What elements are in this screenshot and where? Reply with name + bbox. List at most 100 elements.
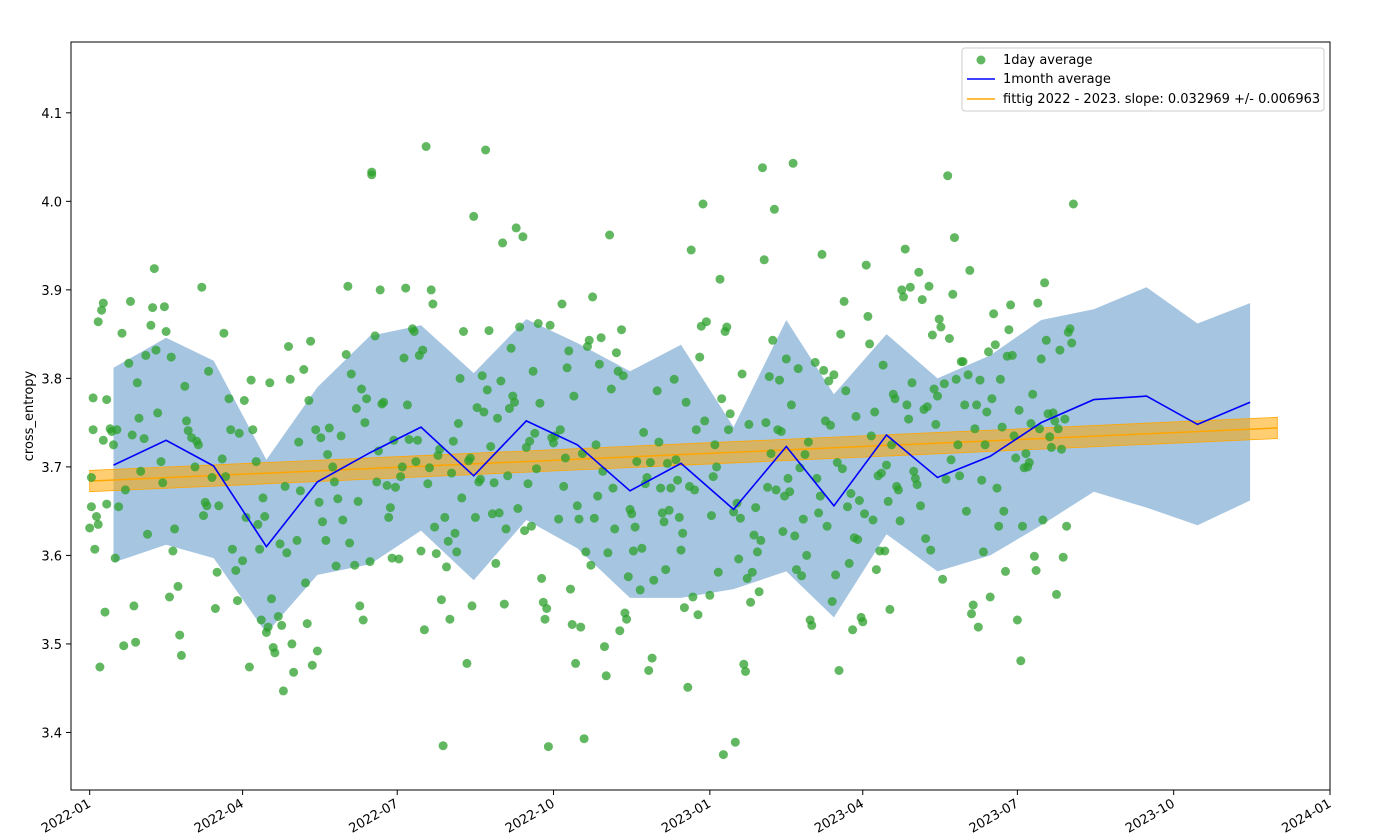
daily-point [941,474,951,484]
daily-point [423,479,433,489]
daily-point [671,455,681,465]
daily-point [430,522,440,532]
daily-point [545,320,555,330]
daily-point [771,485,781,495]
daily-point [557,299,567,309]
daily-point [479,407,489,417]
daily-point [112,425,122,435]
daily-point [161,327,171,336]
daily-point [1060,414,1070,424]
daily-point [741,666,750,676]
daily-point [367,167,377,177]
daily-point [871,565,881,575]
daily-point [375,285,385,295]
daily-point [1052,589,1061,599]
daily-point [829,370,839,380]
daily-point [594,359,604,369]
daily-point [1062,521,1072,531]
daily-point [560,453,570,463]
daily-point [831,570,841,580]
daily-point [267,594,276,604]
daily-point [814,508,824,518]
daily-point [866,431,876,441]
daily-point [370,331,380,341]
daily-point [754,587,764,597]
daily-point [168,546,178,556]
daily-point [289,667,299,677]
daily-point [968,600,978,610]
daily-point [102,395,112,405]
daily-point [982,407,992,417]
daily-point [890,394,900,404]
daily-point [742,573,752,583]
daily-point [238,556,248,566]
daily-point [1024,458,1034,467]
daily-point [577,449,587,459]
daily-point [328,462,338,472]
daily-point [425,463,434,473]
daily-point [644,666,654,675]
daily-point [985,592,995,602]
daily-point [124,358,134,368]
daily-point [372,477,382,487]
daily-point [588,292,598,302]
daily-point [639,427,649,437]
daily-point [153,408,163,418]
daily-point [489,478,499,488]
daily-point [520,526,530,536]
daily-point [786,400,796,410]
daily-point [914,267,924,277]
daily-point [882,460,891,470]
daily-point [673,475,683,485]
daily-point [632,457,642,467]
daily-point [904,414,914,424]
daily-point [854,496,864,505]
daily-point [418,345,428,355]
daily-point [295,486,305,496]
daily-point [730,737,740,747]
daily-point [131,637,141,647]
daily-point [1040,278,1050,288]
daily-point [1001,566,1010,576]
daily-point [761,418,771,428]
daily-point [584,335,594,345]
daily-point [792,565,801,575]
daily-point [285,374,295,384]
daily-point [231,566,241,575]
daily-point [314,497,324,507]
daily-point [537,573,547,583]
daily-point [674,512,684,522]
daily-point [647,653,657,663]
daily-point [610,524,620,534]
daily-point [924,281,934,291]
daily-point [491,558,501,568]
daily-point [815,491,825,501]
daily-point [1014,405,1024,415]
daily-point [453,419,463,428]
daily-point [472,403,482,413]
daily-point [759,255,769,265]
daily-point [955,471,965,481]
daily-point [311,425,321,435]
daily-point [934,314,944,324]
daily-point [109,440,118,450]
daily-point [617,325,626,335]
daily-point [707,511,716,521]
daily-point [598,466,608,476]
daily-point [611,348,621,358]
daily-point [965,265,975,275]
daily-point [800,450,810,459]
fit-layer [89,416,1278,493]
y-tick-label: 3.6 [41,549,62,564]
daily-point [618,371,628,381]
daily-point [445,614,455,624]
daily-point [316,433,326,443]
daily-point [487,509,497,519]
daily-point [306,336,316,346]
daily-point [846,489,856,498]
daily-point [897,285,907,295]
daily-point [212,567,222,577]
daily-point [506,343,516,353]
daily-point [273,612,283,621]
daily-point [710,440,720,450]
